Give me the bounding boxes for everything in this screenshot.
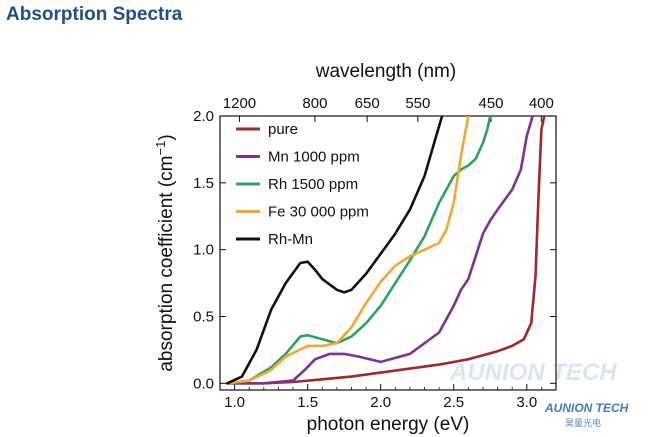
watermark-text: AUNION TECH — [449, 359, 617, 386]
series-line-rh-1500-ppm — [226, 116, 492, 385]
top-axis-title: wavelength (nm) — [315, 61, 456, 82]
y-tick-label: 0.0 — [193, 375, 214, 392]
top-tick-label: 550 — [405, 95, 430, 112]
legend: pure Mn 1000 ppm Rh 1500 ppm Fe 30 000 ppm R… — [236, 121, 369, 248]
series-line-fe-30-000-ppm — [226, 116, 470, 385]
series-group — [226, 116, 546, 385]
y-axis-title: absorption coefficient (cm−1) — [153, 134, 177, 371]
top-tick-label: 800 — [302, 95, 327, 112]
page-heading: Absorption Spectra — [6, 4, 183, 25]
watermark-logo-text: AUNION TECH — [544, 401, 629, 415]
x-tick-label: 1.5 — [297, 394, 318, 411]
legend-label: Rh-Mn — [268, 231, 313, 248]
watermark-sub: 昊量光电 — [565, 417, 601, 429]
series-line-rh-mn — [226, 116, 444, 385]
y-title-main: absorption coefficient (cm — [156, 156, 177, 372]
legend-label: Mn 1000 ppm — [268, 149, 360, 166]
y-title-sup: −1 — [153, 141, 168, 156]
legend-label: pure — [268, 121, 298, 138]
axis-labels-group: photon energy (eV) wavelength (nm) absorpt… — [153, 61, 469, 435]
legend-label: Rh 1500 ppm — [268, 176, 358, 193]
y-title-end: ) — [156, 134, 177, 140]
x-axis-title: photon energy (eV) — [307, 414, 470, 435]
legend-label: Fe 30 000 ppm — [268, 204, 369, 221]
y-tick-label: 1.5 — [193, 175, 214, 192]
x-tick-label: 1.0 — [224, 394, 245, 411]
x-tick-label: 3.0 — [516, 394, 537, 411]
axes-group: 1.0 1.5 2.0 2.5 3.0 0.0 0.5 1.0 1.5 2.0 1200 800 650… — [193, 95, 557, 411]
top-tick-label: 400 — [529, 95, 554, 112]
x-tick-label: 2.0 — [370, 394, 391, 411]
top-tick-label: 650 — [355, 95, 380, 112]
y-tick-label: 0.5 — [193, 308, 214, 325]
watermark-group: AUNION TECH AUNION TECH 昊量光电 — [449, 359, 629, 429]
series-line-pure — [226, 116, 546, 385]
x-tick-label: 2.5 — [443, 394, 464, 411]
series-line-mn-1000-ppm — [226, 116, 534, 385]
top-tick-label: 1200 — [223, 95, 256, 112]
y-tick-label: 1.0 — [193, 242, 214, 259]
plot-frame — [219, 115, 557, 391]
y-tick-label: 2.0 — [193, 108, 214, 125]
top-tick-label: 450 — [479, 95, 504, 112]
